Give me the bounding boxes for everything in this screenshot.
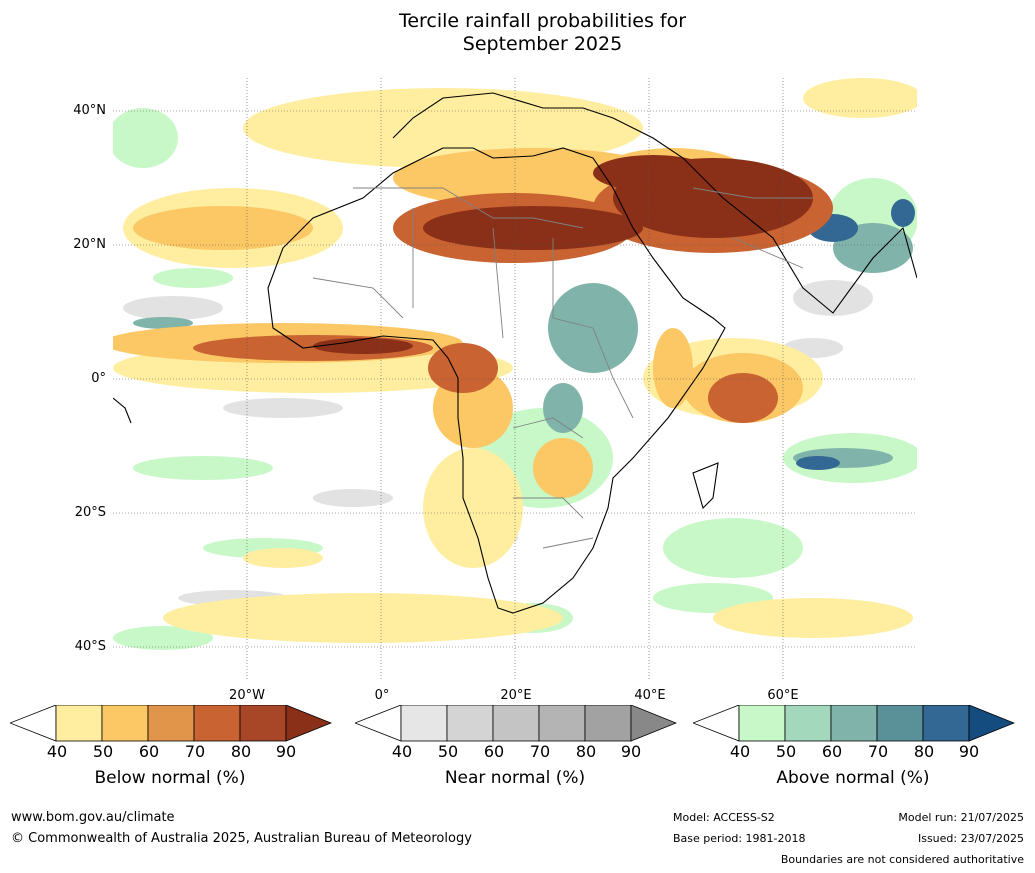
lat-label-20s: 20°S (74, 505, 106, 520)
above-cb-high-arrow (968, 705, 1015, 742)
title-line-1: Tercile rainfall probabilities for (398, 10, 687, 32)
base-period-label: Base period: 1981-2018 (673, 832, 806, 845)
below-tick-40: 40 (46, 742, 68, 761)
below-cb-high-arrow (285, 705, 332, 742)
below-cb-seg-80 (239, 705, 287, 742)
lat-label-20n: 20°N (73, 237, 106, 252)
below-tick-90: 90 (275, 742, 297, 761)
below-tick-80: 80 (230, 742, 252, 761)
near-tick-40: 40 (391, 742, 413, 761)
title-line-2: September 2025 (462, 33, 623, 55)
above-normal-colorbar (693, 705, 1015, 742)
country-borders (312, 187, 813, 549)
near-tick-90: 90 (620, 742, 642, 761)
below-tick-60: 60 (138, 742, 160, 761)
below-cb-seg-70 (193, 705, 241, 742)
lon-label-20e: 20°E (500, 688, 532, 703)
copyright-text: © Commonwealth of Australia 2025, Austra… (11, 831, 472, 846)
below-normal-colorbar (10, 705, 332, 742)
graticule (113, 78, 917, 681)
near-normal-colorbar (355, 705, 677, 742)
model-label: Model: ACCESS-S2 (673, 811, 775, 824)
forecast-map (103, 78, 923, 681)
near-tick-70: 70 (529, 742, 551, 761)
below-cb-seg-60 (147, 705, 195, 742)
above-tick-80: 80 (913, 742, 935, 761)
above-tick-40: 40 (729, 742, 751, 761)
near-cb-seg-50 (446, 705, 494, 742)
above-normal-legend-title: Above normal (%) (776, 768, 930, 788)
above-cb-seg-60 (830, 705, 878, 742)
lon-label-60e: 60°E (767, 688, 799, 703)
model-run-label: Model run: 21/07/2025 (898, 811, 1024, 824)
below-tick-70: 70 (184, 742, 206, 761)
above-tick-60: 60 (821, 742, 843, 761)
below-cb-seg-40 (55, 705, 103, 742)
above-cb-seg-40 (738, 705, 786, 742)
below-normal-legend-title: Below normal (%) (94, 768, 246, 788)
lon-label-40e: 40°E (634, 688, 666, 703)
near-normal-legend-title: Near normal (%) (444, 768, 586, 788)
above-tick-90: 90 (958, 742, 980, 761)
near-tick-50: 50 (437, 742, 459, 761)
lon-label-0: 0° (374, 688, 390, 703)
map-title: Tercile rainfall probabilities for Septe… (0, 10, 1035, 56)
near-cb-seg-70 (538, 705, 586, 742)
forecast-map-svg (103, 78, 923, 681)
lat-label-0: 0° (91, 371, 106, 386)
near-tick-60: 60 (483, 742, 505, 761)
coastlines (112, 92, 918, 614)
above-cb-seg-50 (784, 705, 832, 742)
disclaimer-text: Boundaries are not considered authoritat… (780, 853, 1024, 866)
near-cb-high-arrow (630, 705, 677, 742)
near-cb-seg-60 (492, 705, 540, 742)
below-cb-low-arrow (10, 705, 57, 742)
lat-label-40s: 40°S (74, 639, 106, 654)
below-cb-seg-50 (101, 705, 149, 742)
near-cb-low-arrow (355, 705, 402, 742)
above-tick-50: 50 (775, 742, 797, 761)
below-normal-max (313, 155, 813, 354)
website-link[interactable]: www.bom.gov.au/climate (11, 810, 175, 825)
near-tick-80: 80 (575, 742, 597, 761)
issued-label: Issued: 23/07/2025 (917, 832, 1024, 845)
lat-label-40n: 40°N (73, 103, 106, 118)
lon-label-20w: 20°W (229, 688, 265, 703)
above-cb-seg-80 (922, 705, 970, 742)
below-tick-50: 50 (92, 742, 114, 761)
above-tick-70: 70 (867, 742, 889, 761)
near-cb-seg-80 (584, 705, 632, 742)
near-cb-seg-40 (400, 705, 448, 742)
above-cb-seg-70 (876, 705, 924, 742)
above-cb-low-arrow (693, 705, 740, 742)
